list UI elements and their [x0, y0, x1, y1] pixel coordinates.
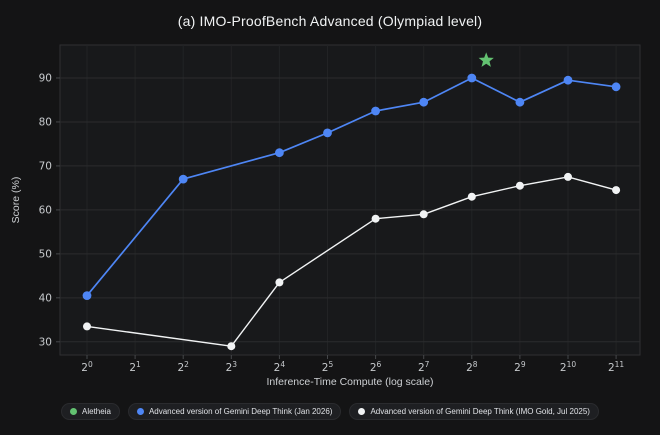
- data-point-marker: [467, 192, 476, 201]
- data-point-marker: [611, 82, 621, 92]
- legend-label: Advanced version of Gemini Deep Think (I…: [370, 407, 590, 416]
- chart-title: (a) IMO-ProofBench Advanced (Olympiad le…: [177, 13, 483, 29]
- x-tick-label: 28: [466, 360, 478, 374]
- data-point-marker: [275, 148, 284, 158]
- data-point-marker: [419, 97, 429, 107]
- x-tick-label: 211: [608, 360, 624, 374]
- x-axis-label: Inference-Time Compute (log scale): [266, 376, 434, 388]
- legend-label: Aletheia: [82, 407, 111, 416]
- data-point-marker: [612, 186, 621, 195]
- plot-background: [59, 44, 641, 356]
- legend-item: Aletheia: [61, 403, 120, 420]
- y-axis-label: Score (%): [10, 176, 22, 224]
- x-tick-label: 22: [177, 360, 189, 374]
- data-point-marker: [563, 75, 573, 85]
- y-tick-label: 90: [39, 72, 52, 84]
- legend: Aletheia Advanced version of Gemini Deep …: [0, 403, 660, 420]
- data-point-marker: [371, 214, 380, 223]
- y-tick-label: 30: [39, 336, 52, 348]
- y-tick-label: 40: [39, 292, 52, 304]
- x-tick-label: 20: [81, 360, 93, 374]
- white-legend-dot-icon: [358, 408, 366, 415]
- data-point-marker: [564, 172, 572, 181]
- series-line-0: [86, 77, 617, 297]
- data-point-marker: [371, 106, 380, 116]
- y-tick-label: 50: [39, 248, 52, 260]
- x-tick-label: 26: [370, 360, 382, 374]
- green-legend-dot-icon: [70, 408, 78, 415]
- x-tick-label: 29: [514, 360, 526, 374]
- y-tick-label: 70: [39, 160, 52, 172]
- data-point-marker: [419, 210, 428, 219]
- legend-item: Advanced version of Gemini Deep Think (J…: [127, 403, 342, 420]
- data-point-marker: [178, 174, 188, 184]
- legend-label: Advanced version of Gemini Deep Think (J…: [148, 407, 333, 416]
- data-point-marker: [467, 73, 477, 83]
- blue-legend-dot-icon: [136, 408, 144, 415]
- x-tick-label: 23: [226, 360, 238, 374]
- x-tick-label: 25: [322, 360, 334, 374]
- data-point-marker: [323, 128, 332, 138]
- x-tick-label: 27: [418, 360, 430, 374]
- y-tick-label: 80: [39, 116, 52, 128]
- data-point-marker: [82, 291, 92, 300]
- y-tick-label: 60: [39, 204, 52, 216]
- data-point-marker: [227, 342, 236, 351]
- data-point-marker: [83, 322, 91, 331]
- x-tick-label: 21: [129, 360, 141, 374]
- data-point-marker: [515, 181, 524, 190]
- x-tick-label: 24: [274, 360, 286, 374]
- data-point-marker: [275, 278, 284, 287]
- aletheia-star-icon: [478, 52, 494, 67]
- legend-item: Advanced version of Gemini Deep Think (I…: [349, 403, 599, 420]
- x-tick-label: 210: [560, 360, 576, 374]
- data-point-marker: [515, 97, 525, 107]
